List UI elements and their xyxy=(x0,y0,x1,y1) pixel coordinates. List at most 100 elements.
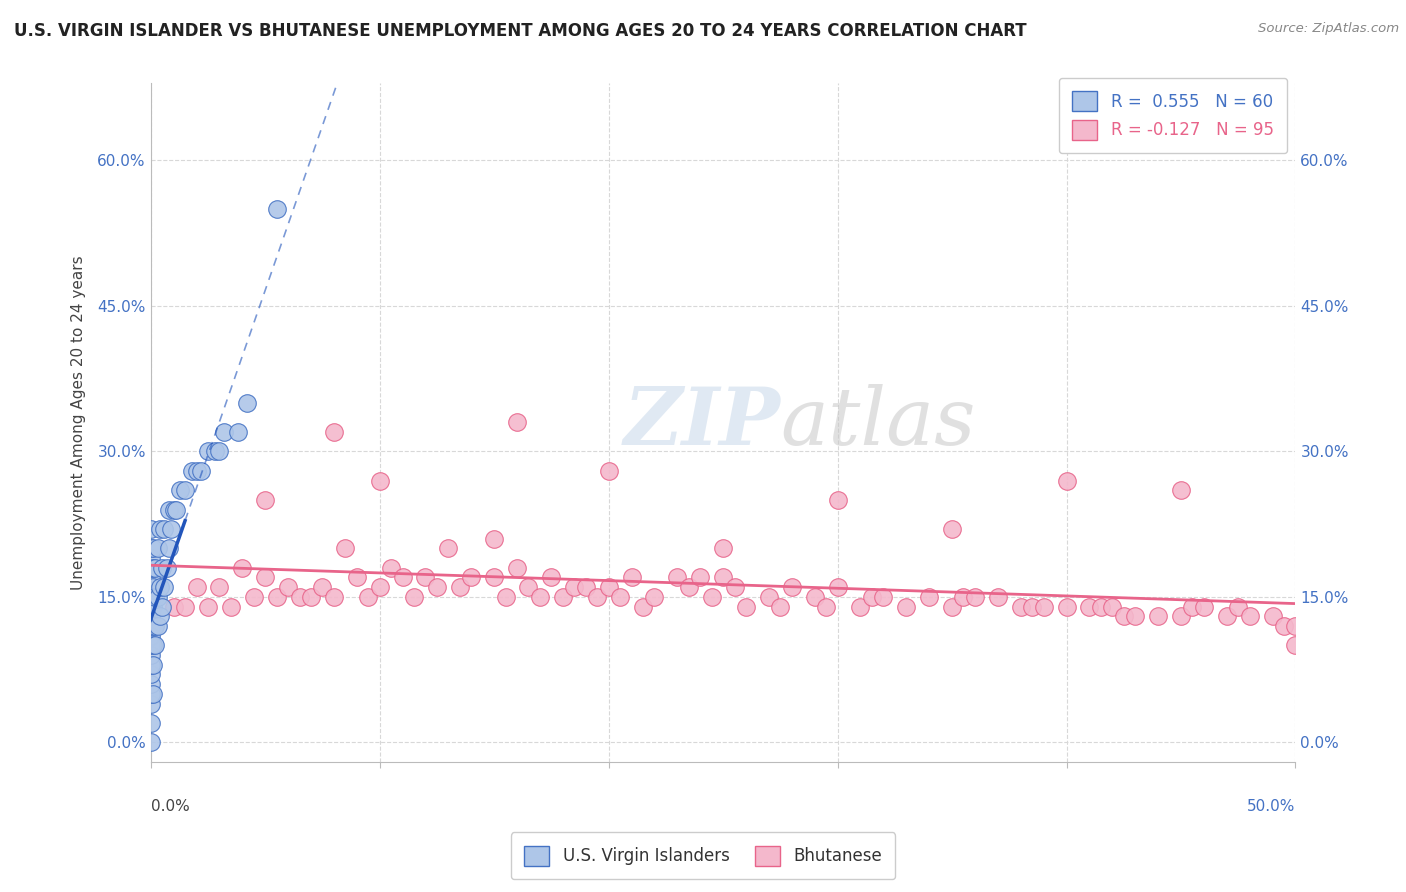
Point xyxy=(987,590,1010,604)
Point xyxy=(1272,619,1295,633)
Point xyxy=(169,483,191,498)
Text: ZIP: ZIP xyxy=(623,384,780,461)
Point xyxy=(174,483,197,498)
Point xyxy=(212,425,235,439)
Point xyxy=(236,396,259,410)
Text: 0.0%: 0.0% xyxy=(150,799,190,814)
Point xyxy=(1192,599,1215,614)
Point xyxy=(1021,599,1043,614)
Point xyxy=(150,599,173,614)
Point xyxy=(139,619,162,633)
Point xyxy=(142,541,165,556)
Point xyxy=(162,502,184,516)
Point xyxy=(299,590,322,604)
Point xyxy=(1056,599,1078,614)
Point xyxy=(1078,599,1101,614)
Point xyxy=(827,580,849,594)
Point xyxy=(139,561,162,575)
Point xyxy=(242,590,264,604)
Point xyxy=(142,687,165,701)
Point xyxy=(586,590,609,604)
Point xyxy=(1056,474,1078,488)
Y-axis label: Unemployment Among Ages 20 to 24 years: Unemployment Among Ages 20 to 24 years xyxy=(72,255,86,590)
Point xyxy=(415,570,437,584)
Point xyxy=(146,619,169,633)
Point xyxy=(174,599,197,614)
Point xyxy=(208,444,231,458)
Point xyxy=(1227,599,1250,614)
Point xyxy=(711,570,734,584)
Point xyxy=(139,648,162,662)
Point xyxy=(208,580,231,594)
Point xyxy=(149,580,172,594)
Point xyxy=(142,599,165,614)
Point xyxy=(620,570,643,584)
Point xyxy=(598,580,620,594)
Legend: U.S. Virgin Islanders, Bhutanese: U.S. Virgin Islanders, Bhutanese xyxy=(510,832,896,880)
Point xyxy=(266,590,288,604)
Point xyxy=(142,639,165,653)
Legend: R =  0.555   N = 60, R = -0.127   N = 95: R = 0.555 N = 60, R = -0.127 N = 95 xyxy=(1059,78,1286,153)
Point xyxy=(226,425,249,439)
Point xyxy=(1112,609,1135,624)
Point xyxy=(368,580,391,594)
Point xyxy=(149,522,172,536)
Point xyxy=(153,580,176,594)
Point xyxy=(1181,599,1204,614)
Point xyxy=(482,570,505,584)
Point xyxy=(142,619,165,633)
Point xyxy=(460,570,482,584)
Point xyxy=(150,561,173,575)
Point xyxy=(780,580,803,594)
Point xyxy=(678,580,700,594)
Point xyxy=(758,590,780,604)
Point xyxy=(146,541,169,556)
Point xyxy=(142,580,165,594)
Point xyxy=(139,697,162,711)
Point xyxy=(139,541,162,556)
Point xyxy=(598,464,620,478)
Point xyxy=(529,590,551,604)
Point xyxy=(165,502,187,516)
Point xyxy=(380,561,402,575)
Point xyxy=(517,580,540,594)
Point xyxy=(1284,639,1306,653)
Point xyxy=(219,599,242,614)
Point xyxy=(346,570,368,584)
Point xyxy=(311,580,333,594)
Point xyxy=(149,609,172,624)
Point xyxy=(963,590,986,604)
Point xyxy=(139,609,162,624)
Point xyxy=(139,667,162,681)
Point xyxy=(139,677,162,691)
Point xyxy=(139,629,162,643)
Text: U.S. VIRGIN ISLANDER VS BHUTANESE UNEMPLOYMENT AMONG AGES 20 TO 24 YEARS CORRELA: U.S. VIRGIN ISLANDER VS BHUTANESE UNEMPL… xyxy=(14,22,1026,40)
Point xyxy=(142,561,165,575)
Point xyxy=(143,590,166,604)
Point xyxy=(1147,609,1170,624)
Point xyxy=(1123,609,1146,624)
Point xyxy=(266,202,288,216)
Point xyxy=(700,590,723,604)
Point xyxy=(156,561,179,575)
Point xyxy=(143,561,166,575)
Point xyxy=(1101,599,1123,614)
Point xyxy=(139,599,162,614)
Point xyxy=(551,590,574,604)
Point xyxy=(1216,609,1239,624)
Point xyxy=(139,551,162,566)
Point xyxy=(181,464,204,478)
Text: atlas: atlas xyxy=(780,384,976,461)
Point xyxy=(562,580,585,594)
Point xyxy=(1032,599,1054,614)
Point xyxy=(186,464,208,478)
Point xyxy=(631,599,654,614)
Point xyxy=(197,599,219,614)
Point xyxy=(391,570,413,584)
Point xyxy=(1090,599,1112,614)
Point xyxy=(139,590,162,604)
Point xyxy=(197,444,219,458)
Point xyxy=(1239,609,1261,624)
Point xyxy=(506,415,529,429)
Point xyxy=(1010,599,1032,614)
